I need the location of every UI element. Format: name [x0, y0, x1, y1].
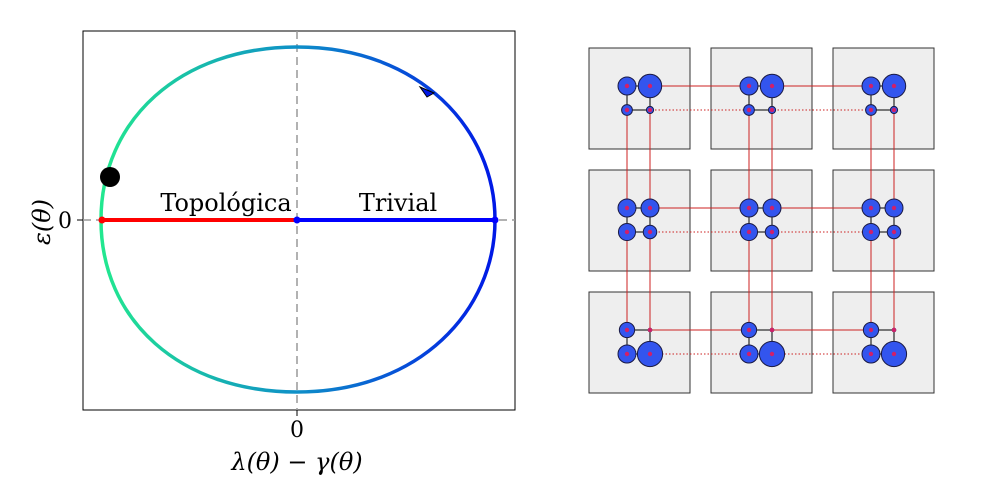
lattice-site-center [647, 327, 653, 333]
segment-endpoint-left [98, 216, 106, 224]
lattice-site-center [868, 351, 874, 357]
lattice-site-center [769, 229, 775, 235]
lattice-site-center [624, 351, 630, 357]
lattice-cell [710, 291, 813, 394]
lattice-site-center [891, 327, 897, 333]
direction-arrow-icon [418, 85, 436, 98]
lattice-site-center [746, 229, 752, 235]
lattice-site-center [624, 205, 630, 211]
lattice-cell [588, 169, 691, 272]
y-axis-label: ε(θ) [28, 199, 56, 245]
topological-label: Topológica [160, 189, 291, 217]
lattice-site-center [868, 107, 874, 113]
lattice-site-center [624, 107, 630, 113]
segment-endpoint-right [491, 216, 499, 224]
lattice-cell [710, 47, 813, 150]
lattice-site-center [769, 205, 775, 211]
lattice-cell [832, 169, 935, 272]
lattice-cell [710, 169, 813, 272]
lattice-cell [832, 47, 935, 150]
y-tick-label: 0 [58, 209, 72, 234]
lattice-site-center [891, 83, 897, 89]
lattice-site-center [746, 83, 752, 89]
lattice-site-center [746, 205, 752, 211]
current-state-marker [100, 167, 120, 187]
trivial-label: Trivial [359, 189, 437, 217]
x-axis-label: λ(θ) − γ(θ) [230, 448, 362, 476]
lattice-site-center [647, 351, 653, 357]
lattice-site-center [746, 351, 752, 357]
segment-endpoint-center [293, 216, 301, 224]
lattice-site-center [624, 327, 630, 333]
lattice-site-center [769, 83, 775, 89]
lattice-site-center [624, 229, 630, 235]
lattice-site-center [624, 83, 630, 89]
lattice-site-center [891, 351, 897, 357]
lattice-site-center [891, 107, 897, 113]
lattice-site-center [868, 205, 874, 211]
lattice-site-center [891, 229, 897, 235]
lattice-site-center [647, 205, 653, 211]
lattice-site-center [746, 327, 752, 333]
lattice-site-center [868, 327, 874, 333]
lattice-cell [588, 291, 691, 394]
lattice-cell [588, 47, 691, 150]
lattice-site-center [769, 327, 775, 333]
lattice-site-center [746, 107, 752, 113]
x-tick-label: 0 [290, 418, 304, 443]
lattice-panel [588, 47, 935, 394]
lattice-cell [832, 291, 935, 394]
lattice-site-center [769, 351, 775, 357]
lattice-site-center [891, 205, 897, 211]
lattice-site-center [868, 83, 874, 89]
lattice-site-center [647, 107, 653, 113]
lattice-site-center [769, 107, 775, 113]
lattice-site-center [647, 229, 653, 235]
lattice-site-center [647, 83, 653, 89]
lattice-site-center [868, 229, 874, 235]
left-panel: Topológica Trivial 0 0 λ(θ) − γ(θ) ε(θ) [28, 30, 516, 476]
